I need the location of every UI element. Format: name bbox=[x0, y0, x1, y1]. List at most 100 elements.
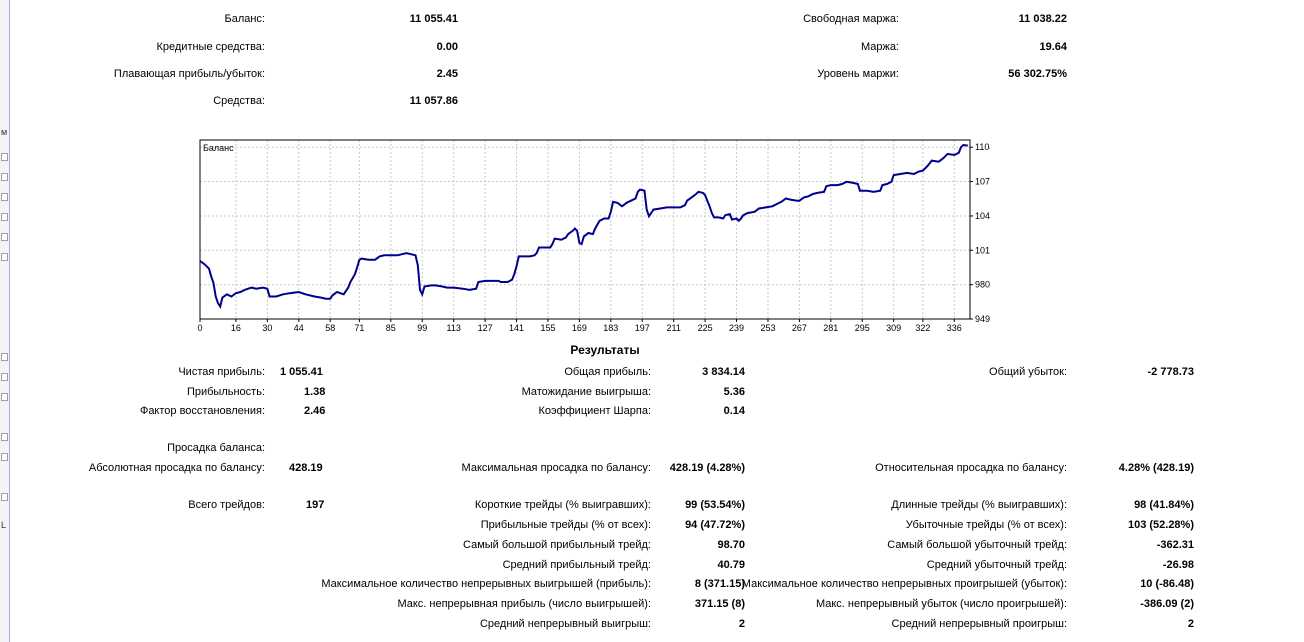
results-title: Результаты bbox=[570, 343, 640, 357]
balance-value: 11 055.41 bbox=[409, 13, 458, 25]
max-consecutive-losses-value: 10 (-86.48) bbox=[1140, 578, 1194, 590]
x-tick-label: 30 bbox=[262, 323, 272, 333]
profitability-value: 1.38 bbox=[304, 386, 326, 398]
x-tick-label: 253 bbox=[760, 323, 775, 333]
gross-loss-label: Общий убыток: bbox=[989, 366, 1067, 378]
chart-grid-vertical bbox=[199, 140, 955, 319]
avg-loss-label: Средний убыточный трейд: bbox=[926, 559, 1067, 571]
loss-trades-value: 103 (52.28%) bbox=[1127, 519, 1194, 531]
short-trades-label: Короткие трейды (% выигравших): bbox=[474, 499, 651, 511]
max-drawdown-label: Максимальная просадка по балансу: bbox=[461, 462, 651, 474]
floating-pl-label: Плавающая прибыль/убыток: bbox=[113, 68, 265, 80]
equity-value: 11 057.86 bbox=[409, 95, 458, 107]
balance-series-line bbox=[199, 143, 968, 309]
x-tick-label: 322 bbox=[915, 323, 930, 333]
equity-label: Средства: bbox=[213, 95, 265, 107]
total-trades-value: 197 bbox=[306, 499, 325, 511]
tree-expand-icon[interactable] bbox=[1, 453, 8, 461]
net-profit-label: Чистая прибыль: bbox=[178, 366, 265, 378]
sharpe-ratio-value: 0.14 bbox=[723, 405, 745, 417]
tree-expand-icon[interactable] bbox=[1, 213, 8, 221]
gross-profit-value: 3 834.14 bbox=[702, 366, 745, 378]
max-consecutive-loss-label: Макс. непрерывный убыток (число проигрыш… bbox=[815, 598, 1067, 610]
chart-grid-horizontal bbox=[200, 146, 970, 320]
tree-expand-icon[interactable] bbox=[1, 393, 8, 401]
tree-expand-icon[interactable] bbox=[1, 253, 8, 261]
expected-payoff-label: Матожидание выигрыша: bbox=[521, 386, 651, 398]
profitability-label: Прибыльность: bbox=[186, 386, 265, 398]
max-consecutive-loss-value: -386.09 (2) bbox=[1140, 598, 1194, 610]
avg-loss-value: -26.98 bbox=[1162, 559, 1194, 571]
profit-trades-label: Прибыльные трейды (% от всех): bbox=[480, 519, 651, 531]
tree-expand-icon[interactable] bbox=[1, 233, 8, 241]
edge-fragment: L bbox=[1, 520, 7, 530]
free-margin-value: 11 038.22 bbox=[1018, 13, 1067, 25]
largest-loss-value: -362.31 bbox=[1156, 539, 1194, 551]
absolute-drawdown-label: Абсолютная просадка по балансу: bbox=[88, 462, 265, 474]
y-tick-label: 10732 bbox=[975, 177, 990, 187]
largest-profit-label: Самый большой прибыльный трейд: bbox=[463, 539, 651, 551]
margin-value: 19.64 bbox=[1039, 41, 1067, 53]
x-tick-label: 99 bbox=[417, 323, 427, 333]
profit-trades-value: 94 (47.72%) bbox=[685, 519, 745, 531]
avg-consecutive-losses-label: Средний непрерывный проигрыш: bbox=[891, 618, 1067, 630]
x-tick-label: 0 bbox=[197, 323, 202, 333]
credit-value: 0.00 bbox=[436, 41, 458, 53]
left-panel-edge: м L bbox=[0, 0, 10, 642]
gross-loss-value: -2 778.73 bbox=[1147, 366, 1194, 378]
x-tick-label: 141 bbox=[509, 323, 524, 333]
floating-pl-value: 2.45 bbox=[436, 68, 458, 80]
max-consecutive-wins-value: 8 (371.15) bbox=[694, 578, 745, 590]
margin-level-label: Уровень маржи: bbox=[817, 68, 899, 80]
x-tick-label: 58 bbox=[325, 323, 335, 333]
recovery-factor-value: 2.46 bbox=[304, 405, 326, 417]
total-trades-label: Всего трейдов: bbox=[188, 499, 265, 511]
tree-expand-icon[interactable] bbox=[1, 153, 8, 161]
x-tick-label: 211 bbox=[666, 323, 680, 333]
largest-profit-value: 98.70 bbox=[717, 539, 745, 551]
x-tick-label: 239 bbox=[729, 323, 744, 333]
absolute-drawdown-value: 428.19 bbox=[289, 462, 323, 474]
edge-fragment: м bbox=[1, 127, 8, 137]
long-trades-value: 98 (41.84%) bbox=[1134, 499, 1194, 511]
x-tick-label: 113 bbox=[446, 323, 460, 333]
plot-frame bbox=[199, 139, 971, 320]
x-tick-label: 225 bbox=[698, 323, 713, 333]
x-tick-label: 127 bbox=[478, 323, 493, 333]
largest-loss-label: Самый большой убыточный трейд: bbox=[887, 539, 1067, 551]
margin-label: Маржа: bbox=[860, 41, 899, 53]
x-tick-label: 197 bbox=[635, 323, 650, 333]
balance-chart: Баланс 0 16 30 44 58 71 85 99 113 127 141 155 169 183… bbox=[197, 139, 990, 333]
max-consecutive-losses-label: Максимальное количество непрерывных прои… bbox=[741, 578, 1067, 590]
recovery-factor-label: Фактор восстановления: bbox=[139, 405, 265, 417]
margin-level-value: 56 302.75% bbox=[1008, 68, 1067, 80]
x-tick-label: 155 bbox=[540, 323, 555, 333]
x-tick-label: 336 bbox=[947, 323, 962, 333]
tree-expand-icon[interactable] bbox=[1, 193, 8, 201]
free-margin-label: Свободная маржа: bbox=[803, 13, 899, 25]
max-consecutive-wins-label: Максимальное количество непрерывных выиг… bbox=[321, 578, 651, 590]
avg-consecutive-wins-value: 2 bbox=[738, 618, 745, 630]
x-tick-label: 169 bbox=[572, 323, 587, 333]
short-trades-value: 99 (53.54%) bbox=[685, 499, 745, 511]
tree-expand-icon[interactable] bbox=[1, 493, 8, 501]
gross-profit-label: Общая прибыль: bbox=[564, 366, 651, 378]
chart-title: Баланс bbox=[203, 143, 234, 153]
max-consecutive-profit-label: Макс. непрерывная прибыль (число выигрыш… bbox=[397, 598, 651, 610]
max-drawdown-value: 428.19 (4.28%) bbox=[669, 462, 745, 474]
x-axis-ticks: 0 16 30 44 58 71 85 99 113 127 141 155 169 183 197 211 2… bbox=[197, 319, 962, 333]
balance-label: Баланс: bbox=[224, 13, 265, 25]
sharpe-ratio-label: Коэффициент Шарпа: bbox=[538, 405, 651, 417]
y-tick-label: 10115 bbox=[975, 245, 990, 255]
tree-expand-icon[interactable] bbox=[1, 353, 8, 361]
x-tick-label: 309 bbox=[886, 323, 901, 333]
avg-consecutive-losses-value: 2 bbox=[1187, 618, 1194, 630]
avg-profit-label: Средний прибыльный трейд: bbox=[502, 559, 651, 571]
tree-expand-icon[interactable] bbox=[1, 373, 8, 381]
tree-expand-icon[interactable] bbox=[1, 173, 8, 181]
net-profit-value: 1 055.41 bbox=[280, 366, 323, 378]
y-tick-label: 11040 bbox=[975, 142, 990, 152]
tree-expand-icon[interactable] bbox=[1, 433, 8, 441]
credit-label: Кредитные средства: bbox=[156, 41, 265, 53]
x-tick-label: 85 bbox=[386, 323, 396, 333]
